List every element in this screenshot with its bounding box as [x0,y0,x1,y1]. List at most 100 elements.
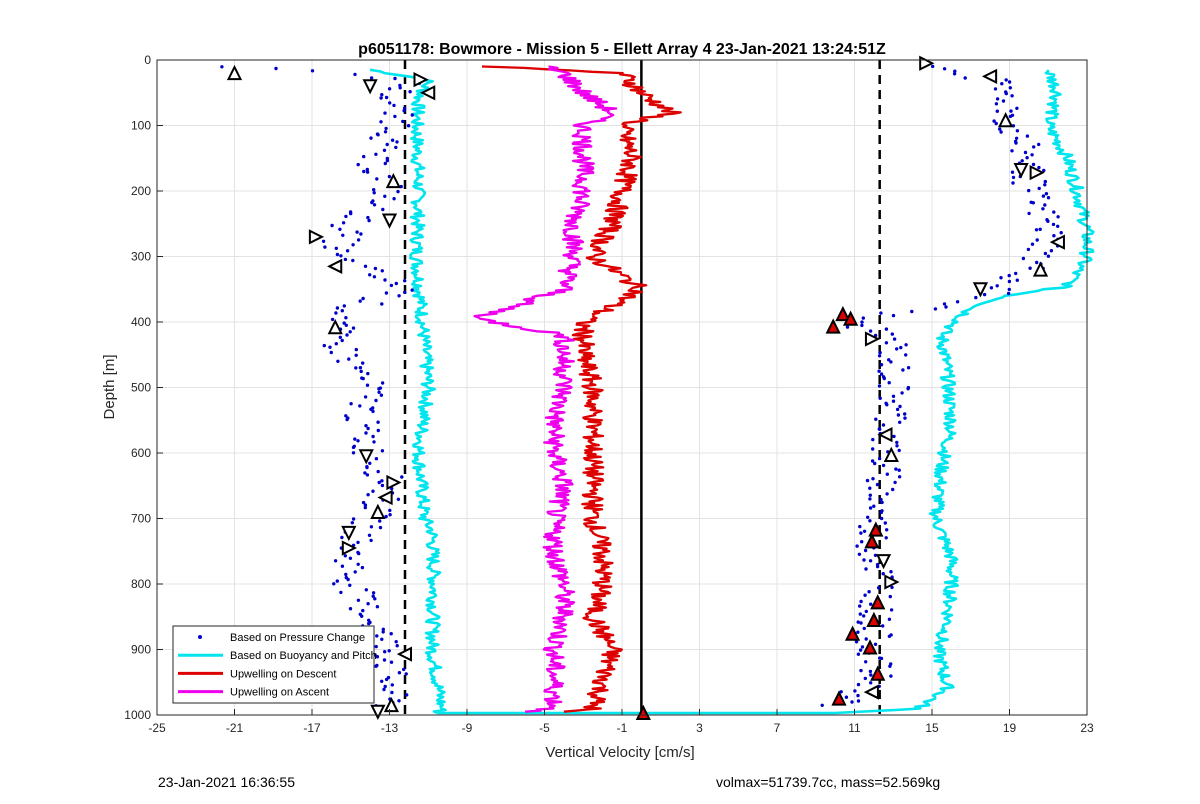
pressure-change-point [1014,271,1018,276]
pressure-change-point [394,640,398,644]
pressure-change-point [1011,175,1016,180]
x-tick-label: 11 [848,721,861,735]
pressure-change-point [989,286,994,290]
pressure-change-marker [370,704,386,720]
pressure-change-point [869,673,873,677]
pressure-change-point [380,93,384,97]
pressure-change-point [859,531,863,535]
pressure-change-point [885,472,889,476]
pressure-change-point [384,126,388,131]
pressure-change-marker [385,172,401,189]
pressure-change-point [389,632,393,636]
pressure-change-point [372,275,377,279]
pressure-change-point [1025,156,1029,160]
pressure-change-point [402,109,406,113]
pressure-change-point [344,414,348,418]
pressure-change-point [322,343,326,348]
upwelling-marker [870,594,886,610]
pressure-change-point [375,605,380,609]
pressure-change-point [345,333,349,337]
pressure-change-point [382,658,387,662]
pressure-change-point [906,366,911,370]
pressure-change-point [1010,94,1014,98]
pressure-change-point [860,540,864,544]
pressure-change-point [885,403,889,407]
pressure-change-point [873,642,878,646]
pressure-change-point [955,300,960,304]
y-tick-label: 300 [131,250,151,264]
pressure-change-point [382,687,386,692]
pressure-change-point [1007,279,1012,284]
pressure-change-point [336,359,340,363]
pressure-change-point [868,669,873,674]
pressure-change-point [1008,114,1013,119]
pressure-change-marker [381,213,398,229]
pressure-change-point [868,329,873,333]
pressure-change-point [884,536,888,540]
pressure-change-point [368,461,372,465]
pressure-change-point [879,363,884,367]
upwelling-marker [843,310,859,326]
pressure-change-point [1037,142,1041,147]
pressure-change-point [355,230,359,234]
pressure-change-marker [327,319,343,335]
upwelling-ascent-line [473,65,618,713]
pressure-change-point [338,335,342,339]
pressure-change-point [349,402,353,406]
pressure-change-marker [884,574,900,590]
pressure-change-point [889,570,893,574]
pressure-change-point [377,480,381,485]
pressure-change-point [364,424,368,428]
pressure-change-point [891,399,896,403]
pressure-change-point [344,316,348,320]
pressure-change-point [1030,153,1034,157]
pressure-change-point [875,482,880,487]
pressure-change-point [853,689,857,693]
x-tick-label: -1 [617,721,628,735]
pressure-change-point [1014,136,1019,140]
pressure-change-point [363,264,368,268]
pressure-change-point [1007,287,1011,292]
pressure-change-point [893,480,897,485]
pressure-change-point [891,487,895,492]
pressure-change-point [340,338,344,343]
pressure-change-point [1030,242,1035,246]
pressure-change-point [884,327,889,331]
pressure-change-point [889,608,894,612]
y-tick-label: 800 [131,577,151,591]
pressure-change-marker [875,554,892,570]
pressure-change-point [360,614,364,618]
pressure-change-point [390,690,394,695]
pressure-change-point [860,323,864,328]
pressure-change-point [900,391,904,395]
pressure-change-point [866,515,870,519]
pressure-change-point [374,457,379,461]
pressure-change-point [871,477,875,481]
x-tick-label: -17 [303,721,321,735]
pressure-change-marker [362,79,378,95]
pressure-change-point [330,317,335,322]
pressure-change-point [362,154,366,159]
pressure-change-point [877,384,882,388]
pressure-change-point [995,97,1000,101]
pressure-change-point [844,695,849,699]
x-tick-label: -9 [462,721,473,735]
pressure-change-point [1034,228,1039,232]
pressure-change-point [334,342,338,346]
pressure-change-point [380,381,385,385]
y-tick-label: 0 [144,53,151,67]
pressure-change-point [864,609,868,614]
pressure-change-point [370,200,374,205]
pressure-change-point [894,467,898,471]
pressure-change-point [408,90,412,94]
x-tick-label: -25 [148,721,166,735]
pressure-change-point [371,489,375,493]
pressure-change-point [879,311,883,315]
pressure-change-point [1014,141,1018,145]
pressure-change-point [1031,201,1036,205]
pressure-change-point [887,381,891,385]
pressure-change-point [1046,219,1050,223]
pressure-change-point [944,305,948,309]
pressure-change-point [366,602,370,606]
pressure-change-point [1037,186,1041,191]
